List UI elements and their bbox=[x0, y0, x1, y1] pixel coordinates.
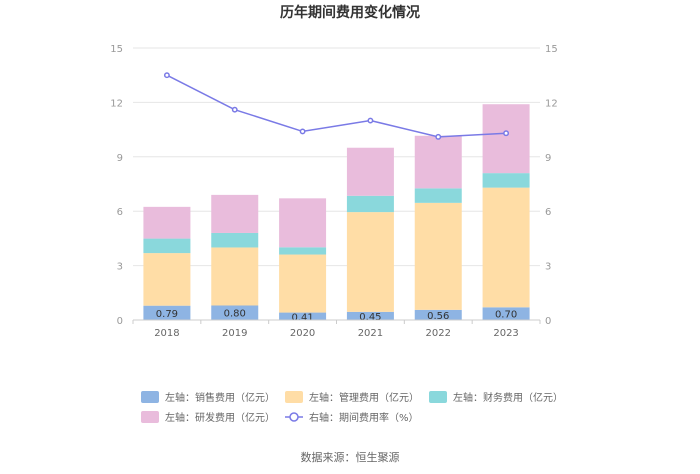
left-tick-label: 3 bbox=[117, 262, 123, 273]
bar-segment bbox=[279, 254, 327, 313]
bar-segment bbox=[143, 238, 191, 254]
line-point bbox=[163, 72, 170, 79]
legend-swatch bbox=[429, 391, 447, 403]
bar-segment bbox=[482, 187, 530, 308]
legend-label: 右轴：期间费用率（%） bbox=[309, 411, 419, 424]
bar-segment bbox=[346, 195, 394, 213]
x-tick-label: 2018 bbox=[154, 328, 179, 339]
bar-segment bbox=[482, 104, 530, 174]
bar-segment bbox=[211, 232, 259, 248]
bar-data-label: 0.79 bbox=[156, 309, 178, 320]
bar-segment bbox=[414, 309, 462, 320]
x-tick-label: 2019 bbox=[222, 328, 247, 339]
legend-label: 左轴：销售费用（亿元） bbox=[165, 391, 275, 404]
left-tick-label: 0 bbox=[117, 316, 123, 327]
chart-title: 历年期间费用变化情况 bbox=[280, 4, 420, 21]
line-layer bbox=[163, 72, 510, 140]
bars-layer bbox=[143, 104, 530, 320]
line-point bbox=[367, 117, 374, 124]
legend-label: 左轴：财务费用（亿元） bbox=[453, 391, 563, 404]
legend-label: 左轴：管理费用（亿元） bbox=[309, 391, 419, 404]
right-tick-label: 9 bbox=[545, 153, 551, 164]
labels-layer: 0.79 0.80 0.41 0.45 0.56 0.70 bbox=[156, 309, 517, 324]
right-tick-label: 15 bbox=[545, 44, 558, 55]
right-tick-label: 6 bbox=[545, 207, 551, 218]
x-tick-label: 2020 bbox=[290, 328, 315, 339]
legend-swatch bbox=[141, 411, 159, 423]
bar-data-label: 0.80 bbox=[224, 309, 246, 320]
legend-label: 左轴：研发费用（亿元） bbox=[165, 411, 275, 424]
legend-line-marker bbox=[289, 412, 299, 422]
right-tick-label: 12 bbox=[545, 98, 558, 109]
axis-layer: 0 3 6 9 12 15 0 3 6 9 12 15 2018 2019 2020 2021 2022 2023 bbox=[110, 44, 557, 339]
bar-segment bbox=[482, 307, 530, 320]
bar-data-label: 0.41 bbox=[291, 312, 313, 323]
bar-segment bbox=[143, 253, 191, 306]
x-tick-label: 2022 bbox=[426, 328, 451, 339]
bar-segment bbox=[211, 194, 259, 233]
bar-segment bbox=[346, 212, 394, 312]
bar-segment bbox=[279, 247, 327, 255]
legend-swatch bbox=[285, 391, 303, 403]
source-text: 数据来源：恒生聚源 bbox=[301, 450, 400, 464]
bar-segment bbox=[279, 312, 327, 320]
bar-segment bbox=[211, 247, 259, 306]
bar-segment bbox=[414, 202, 462, 310]
left-tick-label: 12 bbox=[110, 98, 123, 109]
bar-segment bbox=[482, 173, 530, 188]
bar-segment bbox=[414, 135, 462, 189]
line-point bbox=[503, 130, 510, 137]
bar-segment bbox=[211, 305, 259, 320]
bar-segment bbox=[346, 147, 394, 196]
bar-segment bbox=[143, 206, 191, 239]
left-tick-label: 15 bbox=[110, 44, 123, 55]
right-tick-label: 3 bbox=[545, 262, 551, 273]
line-series bbox=[166, 74, 507, 138]
left-tick-label: 6 bbox=[117, 207, 123, 218]
bar-segment bbox=[143, 305, 191, 320]
legend: 左轴：销售费用（亿元） 左轴：管理费用（亿元） 左轴：财务费用（亿元） 左轴：研发费用… bbox=[141, 391, 563, 424]
bar-segment bbox=[279, 198, 327, 248]
x-tick-label: 2021 bbox=[358, 328, 383, 339]
bar-segment bbox=[414, 188, 462, 203]
left-tick-label: 9 bbox=[117, 153, 123, 164]
bar-data-label: 0.45 bbox=[359, 312, 381, 323]
line-point bbox=[435, 133, 442, 140]
line-point bbox=[231, 106, 238, 113]
bar-segment bbox=[346, 311, 394, 320]
legend-swatch bbox=[141, 391, 159, 403]
line-point bbox=[299, 128, 306, 135]
right-tick-label: 0 bbox=[545, 316, 551, 327]
bar-data-label: 0.56 bbox=[427, 311, 449, 322]
bar-data-label: 0.70 bbox=[495, 310, 517, 321]
x-tick-label: 2023 bbox=[493, 328, 518, 339]
